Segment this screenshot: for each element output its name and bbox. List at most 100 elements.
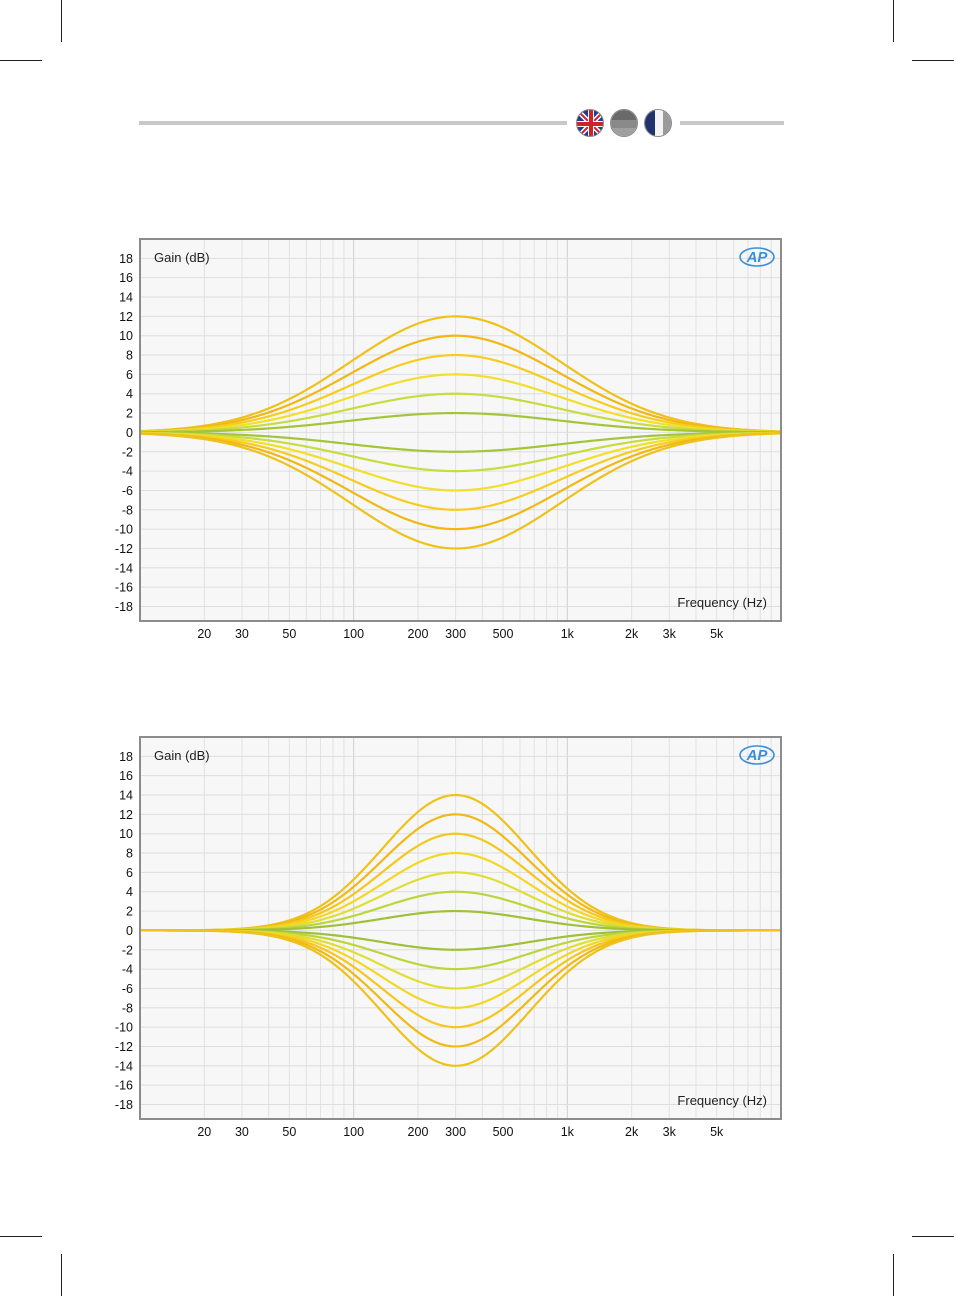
- y-tick-label: 10: [119, 827, 133, 841]
- crop-mark: [61, 1254, 62, 1296]
- y-tick-label: 2: [126, 407, 133, 421]
- x-tick-label: 500: [493, 1125, 514, 1139]
- x-tick-label: 3k: [663, 627, 677, 641]
- y-tick-label: -2: [122, 445, 133, 459]
- y-tick-label: -6: [122, 982, 133, 996]
- y-tick-label: -4: [122, 963, 133, 977]
- crop-mark: [61, 0, 62, 42]
- y-tick-label: -8: [122, 503, 133, 517]
- y-tick-label: 8: [126, 349, 133, 363]
- x-tick-label: 30: [235, 627, 249, 641]
- y-axis-label: Gain (dB): [154, 250, 210, 265]
- series-line: [139, 411, 782, 434]
- y-tick-label: -8: [122, 1001, 133, 1015]
- flag-de-icon[interactable]: [610, 109, 638, 137]
- eq-response-chart-narrow: 18 16 14 12 10 8 6 4 2 0 -2 -4 -6 -8 -10 -12 -14 -16 -18 20…: [115, 736, 782, 1139]
- x-tick-label: 300: [445, 1125, 466, 1139]
- y-tick-label: 6: [126, 368, 133, 382]
- y-axis-label: Gain (dB): [154, 748, 210, 763]
- ap-logo-text: AP: [746, 747, 769, 764]
- x-tick-label: 2k: [625, 1125, 639, 1139]
- x-tick-label: 20: [197, 627, 211, 641]
- crop-mark: [893, 0, 894, 42]
- crop-mark: [0, 60, 42, 61]
- y-tick-label: -4: [122, 465, 133, 479]
- series-group: [139, 793, 782, 1067]
- y-tick-label: 6: [126, 866, 133, 880]
- ap-logo-text: AP: [746, 249, 769, 266]
- y-tick-label: -12: [115, 1040, 133, 1054]
- y-tick-label: 10: [119, 329, 133, 343]
- y-tick-label: 0: [126, 426, 133, 440]
- crop-mark: [0, 1236, 42, 1237]
- y-tick-label: 12: [119, 808, 133, 822]
- y-tick-label: 16: [119, 271, 133, 285]
- flag-uk-icon[interactable]: [576, 109, 604, 137]
- x-tick-label: 300: [445, 627, 466, 641]
- y-tick-label: 4: [126, 885, 133, 899]
- x-tick-label: 200: [408, 1125, 429, 1139]
- x-tick-label: 5k: [710, 1125, 724, 1139]
- ap-logo-ring: [739, 247, 775, 267]
- y-tick-label: 0: [126, 924, 133, 938]
- y-tick-label: -14: [115, 561, 133, 575]
- x-axis-label: Frequency (Hz): [677, 1093, 767, 1108]
- series-line: [139, 315, 782, 433]
- series-group: [139, 315, 782, 550]
- series-line: [139, 431, 782, 453]
- series-line: [139, 431, 782, 511]
- y-tick-label: -16: [115, 581, 133, 595]
- series-line: [139, 334, 782, 433]
- plot-frame: [139, 736, 782, 1120]
- series-line: [139, 432, 782, 531]
- x-tick-label: 5k: [710, 627, 724, 641]
- x-tick-label: 1k: [561, 627, 575, 641]
- flag-fr-icon[interactable]: [644, 109, 672, 137]
- y-tick-label: -16: [115, 1079, 133, 1093]
- y-tick-label: -6: [122, 484, 133, 498]
- x-tick-label: 500: [493, 627, 514, 641]
- grid: [140, 239, 781, 621]
- x-tick-label: 100: [343, 627, 364, 641]
- y-tick-label: 8: [126, 847, 133, 861]
- ap-logo-icon: AP: [739, 745, 775, 765]
- crop-mark: [912, 60, 954, 61]
- x-tick-label: 30: [235, 1125, 249, 1139]
- crop-mark: [893, 1254, 894, 1296]
- y-tick-label: -18: [115, 600, 133, 614]
- x-tick-label: 2k: [625, 627, 639, 641]
- y-tick-label: 14: [119, 291, 133, 305]
- x-axis-label: Frequency (Hz): [677, 595, 767, 610]
- y-tick-label: 12: [119, 310, 133, 324]
- header-rule: [139, 121, 567, 125]
- y-tick-label: 2: [126, 905, 133, 919]
- x-tick-label: 50: [282, 1125, 296, 1139]
- y-tick-label: 18: [119, 750, 133, 764]
- y-tick-label: 14: [119, 789, 133, 803]
- y-tick-label: -2: [122, 943, 133, 957]
- y-tick-label: -10: [115, 523, 133, 537]
- header-rule: [680, 121, 784, 125]
- series-line: [139, 431, 782, 492]
- x-tick-label: 50: [282, 627, 296, 641]
- crop-mark: [912, 1236, 954, 1237]
- series-line: [139, 431, 782, 473]
- x-tick-label: 3k: [663, 1125, 677, 1139]
- x-tick-label: 1k: [561, 1125, 575, 1139]
- ap-logo-ring: [739, 745, 775, 765]
- plot-frame: [139, 238, 782, 622]
- x-tick-label: 100: [343, 1125, 364, 1139]
- y-tick-label: -18: [115, 1098, 133, 1112]
- y-tick-label: 4: [126, 387, 133, 401]
- x-tick-label: 200: [408, 627, 429, 641]
- y-tick-label: -12: [115, 542, 133, 556]
- y-tick-label: 16: [119, 769, 133, 783]
- ap-logo-icon: AP: [739, 247, 775, 267]
- y-tick-label: -10: [115, 1021, 133, 1035]
- eq-response-chart-wide: 181614121086420-2-4-6-8-10-12-14-16-1820…: [115, 238, 782, 641]
- series-line: [140, 929, 782, 1067]
- y-tick-label: 18: [119, 252, 133, 266]
- series-line: [139, 392, 782, 434]
- series-line: [139, 373, 782, 434]
- y-tick-label: -14: [115, 1059, 133, 1073]
